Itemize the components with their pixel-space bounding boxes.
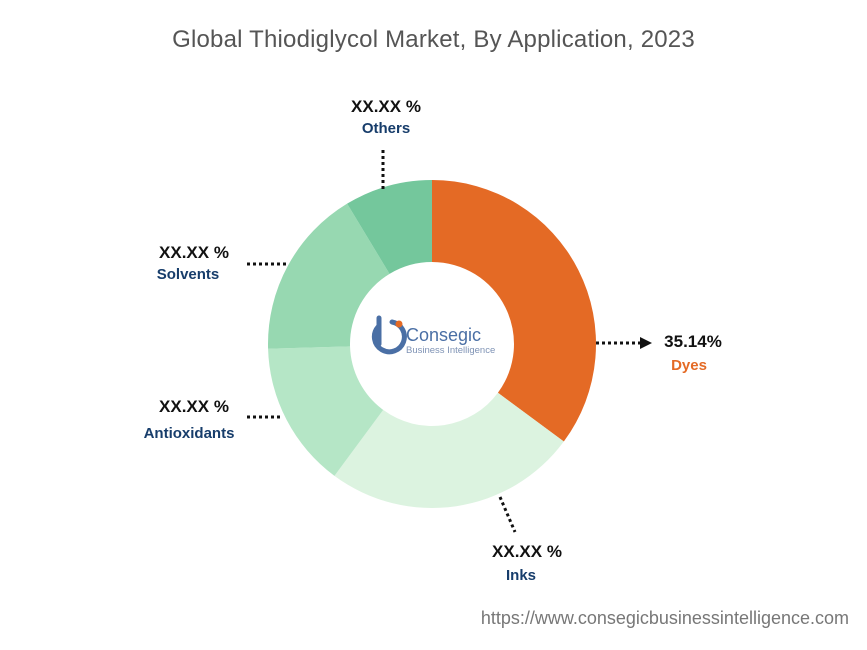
slice-name-solvents: Solvents xyxy=(157,266,220,283)
donut-slices xyxy=(267,180,597,508)
slice-labels: XX.XX % Others XX.XX % Solvents XX.XX % … xyxy=(144,97,722,584)
slice-others xyxy=(347,180,432,274)
chart-title: Global Thiodiglycol Market, By Applicati… xyxy=(172,26,695,53)
slice-name-others: Others xyxy=(362,120,410,137)
center-logo: Consegic Business Intelligence xyxy=(371,315,495,356)
slice-name-antioxidants: Antioxidants xyxy=(144,425,235,442)
leader-lines xyxy=(247,150,652,533)
slice-value-others: XX.XX % xyxy=(351,97,421,116)
slice-dyes xyxy=(432,180,597,442)
logo-subtitle: Business Intelligence xyxy=(406,345,495,356)
donut-chart: Consegic Business Intelligence XX.XX % O… xyxy=(144,97,722,584)
slice-name-inks: Inks xyxy=(506,567,536,584)
slice-value-dyes: 35.14% xyxy=(664,332,722,351)
slice-inks xyxy=(334,392,564,508)
slice-value-inks: XX.XX % xyxy=(492,542,562,561)
slice-antioxidants xyxy=(268,346,384,476)
logo-name: Consegic xyxy=(406,325,481,345)
source-url: https://www.consegicbusinessintelligence… xyxy=(480,608,849,628)
leader-line-inks xyxy=(498,496,517,533)
slice-name-dyes: Dyes xyxy=(671,357,707,374)
slice-value-solvents: XX.XX % xyxy=(159,243,229,262)
consegic-logo-icon xyxy=(371,315,407,355)
arrow-head-icon xyxy=(640,337,652,349)
slice-solvents xyxy=(267,203,390,349)
slice-value-antioxidants: XX.XX % xyxy=(159,397,229,416)
